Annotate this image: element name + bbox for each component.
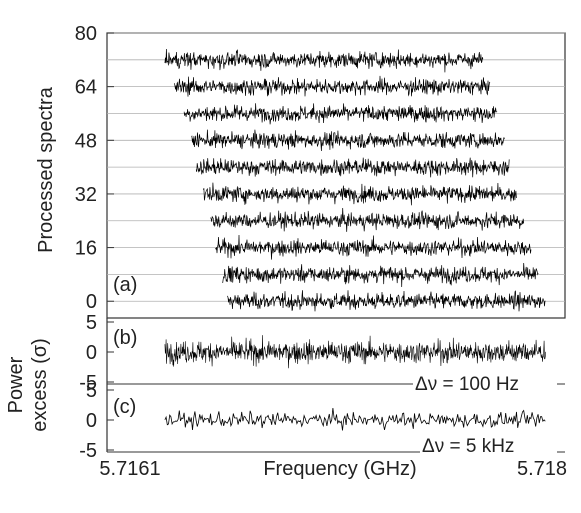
panel-c-label: (c) <box>113 396 136 418</box>
spectrum-trace <box>191 129 505 152</box>
y-axis-label-processed-spectra: Processed spectra <box>35 86 57 253</box>
y-tick-label: 48 <box>75 130 97 152</box>
panel-c-trace <box>164 407 546 431</box>
y-tick-label: 64 <box>75 77 97 99</box>
spectrum-trace <box>164 48 484 73</box>
spectrum-trace <box>215 234 532 260</box>
power-excess-trace-5khz <box>164 407 546 431</box>
panel-a-label: (a) <box>113 274 137 296</box>
x-axis-label: Frequency (GHz) <box>263 458 416 480</box>
panel-b-label: (b) <box>113 327 137 349</box>
y-axis-label-power-line2: excess (σ) <box>29 338 51 431</box>
spectrum-trace <box>174 75 491 97</box>
y-tick-label: 32 <box>75 184 97 206</box>
y-tick-label: -5 <box>79 440 97 462</box>
y-tick-label: 80 <box>75 23 97 45</box>
spectrum-trace <box>195 157 510 178</box>
spectrum-trace <box>203 182 517 206</box>
y-tick-label: 5 <box>86 312 97 334</box>
x-tick-left: 5.7161 <box>99 458 160 480</box>
y-tick-label: 0 <box>86 291 97 313</box>
y-axis-label-power-line1: Power <box>5 356 27 413</box>
panel-b-resolution-label: Δν = 100 Hz <box>415 374 519 395</box>
panel-b-trace <box>164 335 546 369</box>
x-tick-right: 5.718 <box>517 458 567 480</box>
power-excess-trace-100hz <box>164 335 546 369</box>
y-tick-label: -5 <box>79 372 97 394</box>
spectrum-trace <box>210 207 525 232</box>
y-tick-label: 0 <box>86 410 97 432</box>
panel-bc-y-ticks: 50-550-5 <box>79 312 114 462</box>
spectrum-trace <box>222 262 539 288</box>
y-tick-label: 5 <box>86 380 97 402</box>
y-tick-label: 0 <box>86 342 97 364</box>
panel-a-traces <box>164 48 546 312</box>
panel-a-y-ticks: 0 16 32 48 64 80 <box>75 23 114 313</box>
panel-c-resolution-label: Δν = 5 kHz <box>422 436 514 457</box>
spectrum-trace <box>183 103 498 125</box>
spectrum-trace <box>227 290 546 312</box>
y-tick-label: 16 <box>75 238 97 260</box>
